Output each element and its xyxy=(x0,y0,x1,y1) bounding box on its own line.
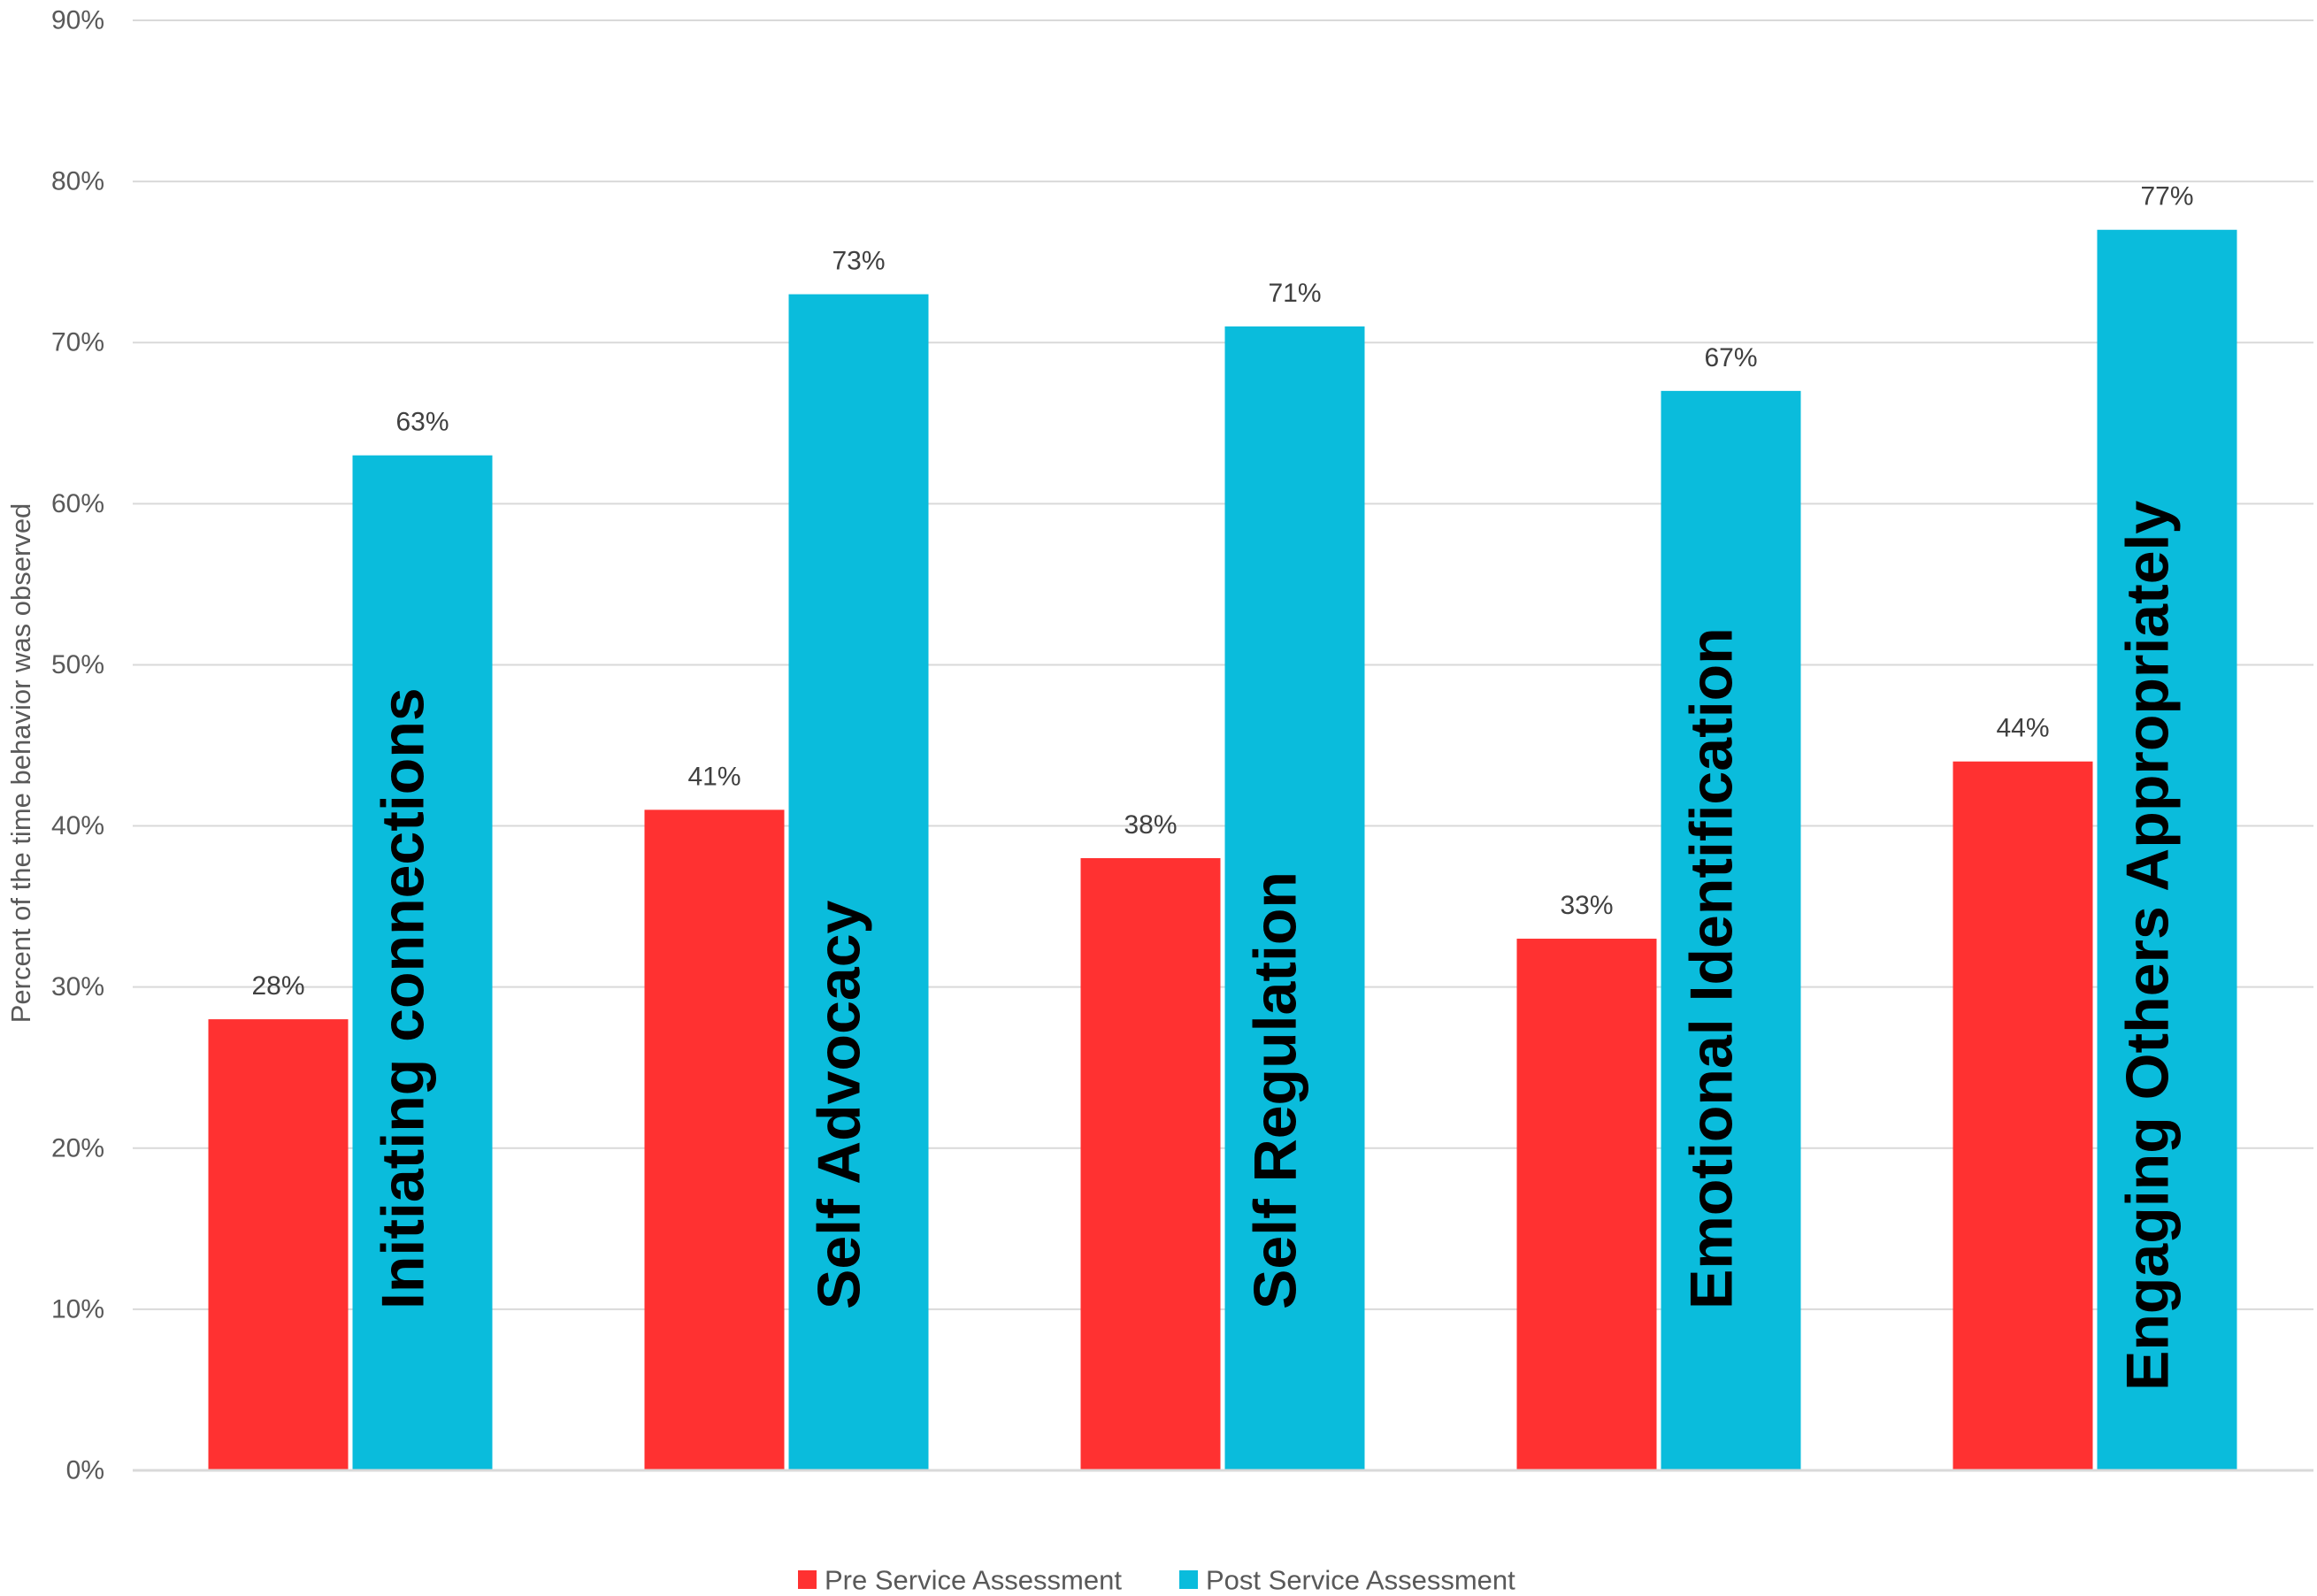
bars-layer xyxy=(208,229,2237,1471)
pre-bar xyxy=(1080,857,1221,1470)
post-bar xyxy=(352,455,493,1471)
pre-bar xyxy=(1516,939,1657,1470)
post-bar xyxy=(1224,326,1365,1470)
pre-bar xyxy=(1953,761,2093,1470)
legend-swatch xyxy=(1179,1570,1198,1589)
category-label: Engaging Others Appropriately xyxy=(2114,501,2182,1391)
category-label: Emotional Identification xyxy=(1678,627,1745,1309)
data-label: 41% xyxy=(687,762,740,791)
legend-label: Post Service Assessment xyxy=(1206,1565,1515,1596)
y-tick-label: 20% xyxy=(51,1133,104,1162)
y-tick-label: 60% xyxy=(51,489,104,518)
category-labels-layer: Initiating connections Self Advocacy Self … xyxy=(370,501,2182,1391)
data-label: 71% xyxy=(1268,279,1321,308)
pre-bar xyxy=(208,1019,349,1470)
data-labels-layer: 28% 63% 41% 73% 38% 71% 33% 67% 44% 77% xyxy=(251,182,2193,1001)
data-label: 77% xyxy=(2140,182,2193,211)
post-bar xyxy=(2097,229,2237,1471)
data-label: 38% xyxy=(1124,810,1177,840)
data-label: 33% xyxy=(1560,891,1613,920)
y-tick-label: 50% xyxy=(51,650,104,679)
y-tick-label: 70% xyxy=(51,328,104,357)
data-label: 44% xyxy=(1996,714,2049,743)
y-axis-ticks: 0% 10% 20% 30% 40% 50% 60% 70% 80% 90% xyxy=(51,6,104,1485)
legend-label: Pre Service Assessment xyxy=(825,1565,1122,1596)
legend-swatch xyxy=(798,1570,817,1589)
legend: Pre Service Assessment Post Service Asses… xyxy=(798,1565,1515,1596)
grid-layer xyxy=(133,19,2313,1310)
y-axis-title: Percent of the time behavior was observe… xyxy=(5,503,36,1024)
y-tick-label: 40% xyxy=(51,811,104,840)
post-bar xyxy=(788,294,929,1471)
data-label: 28% xyxy=(251,971,304,1001)
category-label: Self Regulation xyxy=(1242,871,1309,1309)
data-label: 67% xyxy=(1704,343,1757,372)
y-tick-label: 90% xyxy=(51,6,104,35)
y-tick-label: 80% xyxy=(51,167,104,196)
data-label: 73% xyxy=(832,247,885,276)
axis-layer: Percent of the time behavior was observe… xyxy=(5,503,2313,1472)
post-bar xyxy=(1661,390,1801,1470)
pre-bar xyxy=(644,810,785,1470)
y-tick-label: 30% xyxy=(51,972,104,1001)
y-tick-label: 10% xyxy=(51,1294,104,1324)
category-label: Initiating connections xyxy=(370,687,437,1309)
y-tick-label: 0% xyxy=(66,1456,104,1485)
data-label: 63% xyxy=(395,408,449,437)
category-label: Self Advocacy xyxy=(806,900,873,1309)
